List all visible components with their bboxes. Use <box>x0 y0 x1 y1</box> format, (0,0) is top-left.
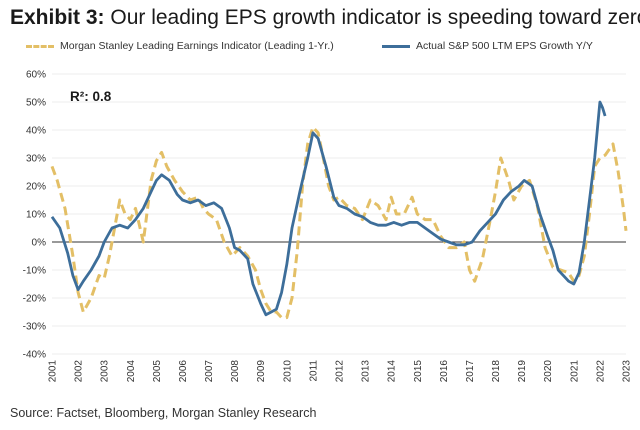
x-tick-label: 2022 <box>595 360 606 383</box>
y-tick-label: 60% <box>26 70 46 81</box>
x-tick-label: 2017 <box>465 360 476 383</box>
x-tick-label: 2005 <box>152 360 163 383</box>
x-tick-label: 2018 <box>491 360 502 383</box>
x-tick-label: 2015 <box>413 360 424 383</box>
y-tick-label: -40% <box>23 350 46 361</box>
legend-item-actual: Actual S&P 500 LTM EPS Growth Y/Y <box>382 40 593 52</box>
y-tick-label: 10% <box>26 210 46 221</box>
x-tick-label: 2004 <box>126 360 137 383</box>
gridlines <box>52 73 626 355</box>
y-tick-label: 20% <box>26 182 46 193</box>
x-tick-label: 2008 <box>230 360 241 383</box>
title-text: Our leading EPS growth indicator is spee… <box>110 6 640 29</box>
y-tick-label: -20% <box>23 294 46 305</box>
line-chart: -40% -30% -20% -10% 0% 10% 20% 30% 40% 50% 60% 200… <box>23 70 633 383</box>
x-tick-label: 2007 <box>204 360 215 383</box>
y-tick-label: -30% <box>23 322 46 333</box>
x-tick-label: 2006 <box>178 360 189 383</box>
x-tick-label: 2021 <box>569 360 580 383</box>
y-axis-ticks: -40% -30% -20% -10% 0% 10% 20% 30% 40% 50% 60% <box>23 70 46 361</box>
x-tick-label: 2014 <box>387 360 398 383</box>
x-tick-label: 2023 <box>622 360 633 383</box>
x-tick-label: 2002 <box>74 360 85 383</box>
chart-title: Exhibit 3: Our leading EPS growth indica… <box>10 6 640 30</box>
series-line-actual-eps-growth <box>50 100 607 317</box>
x-tick-label: 2003 <box>100 360 111 383</box>
x-tick-label: 2001 <box>48 360 59 383</box>
y-tick-label: -10% <box>23 266 46 277</box>
exhibit-label: Exhibit 3: <box>10 6 105 29</box>
legend-swatch-dashed-line <box>26 44 54 48</box>
x-tick-label: 2010 <box>282 360 293 383</box>
y-tick-label: 0% <box>32 238 47 249</box>
x-tick-label: 2011 <box>308 360 319 382</box>
x-tick-label: 2020 <box>543 360 554 383</box>
legend-item-indicator: Morgan Stanley Leading Earnings Indicato… <box>26 40 334 52</box>
x-tick-label: 2019 <box>517 360 528 383</box>
y-tick-label: 30% <box>26 154 46 165</box>
legend-swatch-solid-line <box>382 44 410 48</box>
x-tick-label: 2016 <box>439 360 450 383</box>
source-note: Source: Factset, Bloomberg, Morgan Stanl… <box>10 406 317 420</box>
y-tick-label: 40% <box>26 126 46 137</box>
x-tick-label: 2012 <box>335 360 346 383</box>
r-squared-annotation: R²: 0.8 <box>70 89 112 104</box>
y-tick-label: 50% <box>26 98 46 109</box>
legend-label-actual: Actual S&P 500 LTM EPS Growth Y/Y <box>416 40 593 52</box>
legend-label-indicator: Morgan Stanley Leading Earnings Indicato… <box>60 40 334 52</box>
series-line-leading-indicator <box>50 125 628 320</box>
legend: Morgan Stanley Leading Earnings Indicato… <box>26 40 634 54</box>
x-tick-label: 2009 <box>256 360 267 383</box>
x-axis-ticks: 2001 2002 2003 2004 2005 2006 2007 2008 2009 2010… <box>48 360 633 383</box>
x-tick-label: 2013 <box>361 360 372 383</box>
